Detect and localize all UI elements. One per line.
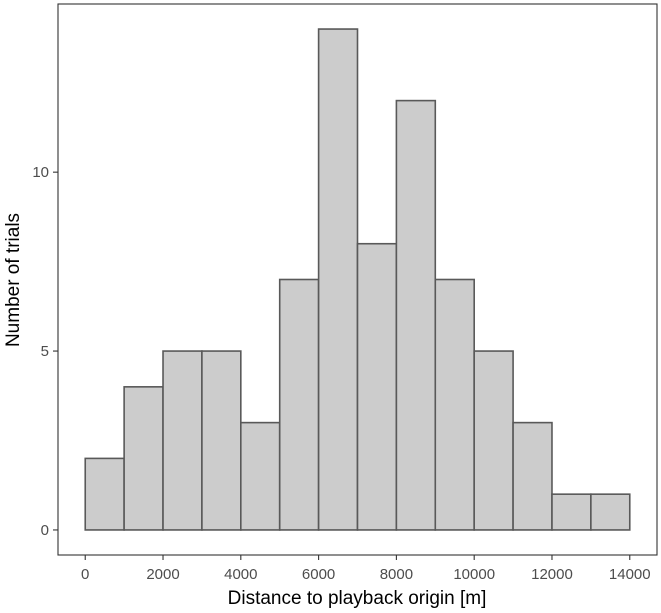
histogram-bar-8: [395, 99, 437, 531]
histogram-bar-9: [434, 278, 475, 531]
x-tick-label-5: 10000: [453, 566, 495, 583]
histogram-bar-4: [240, 421, 281, 531]
histogram-bar-5: [278, 278, 320, 531]
x-tick-label-1: 2000: [146, 566, 179, 583]
x-tick-label-0: 0: [81, 566, 89, 583]
panel-border: [57, 3, 658, 556]
histogram-bar-11: [512, 421, 553, 531]
histogram-bar-0: [84, 457, 125, 531]
histogram-bar-6: [317, 28, 359, 531]
x-tick-label-4: 8000: [380, 566, 413, 583]
histogram-bar-7: [356, 242, 398, 531]
histogram-bar-3: [201, 350, 242, 531]
x-tick-label-7: 14000: [609, 566, 651, 583]
bars-group: [84, 28, 631, 531]
x-axis-ticks: 0 2000 4000 6000 8000 10000 12000 14000: [81, 555, 651, 583]
x-axis-title: Distance to playback origin [m]: [228, 588, 487, 609]
x-tick-label-3: 6000: [302, 566, 335, 583]
histogram-bar-10: [473, 350, 514, 531]
histogram-bar-13: [590, 493, 631, 531]
y-tick-label-2: 10: [32, 164, 49, 181]
histogram-bar-2: [162, 350, 203, 531]
x-tick-label-2: 4000: [224, 566, 257, 583]
y-tick-label-0: 0: [41, 522, 49, 539]
y-axis-title: Number of trials: [3, 213, 24, 347]
histogram-bar-12: [551, 493, 592, 531]
histogram-bar-1: [123, 386, 164, 531]
y-axis-ticks: 0 5 10: [32, 164, 58, 539]
x-tick-label-6: 12000: [531, 566, 573, 583]
y-tick-label-1: 5: [41, 343, 49, 360]
